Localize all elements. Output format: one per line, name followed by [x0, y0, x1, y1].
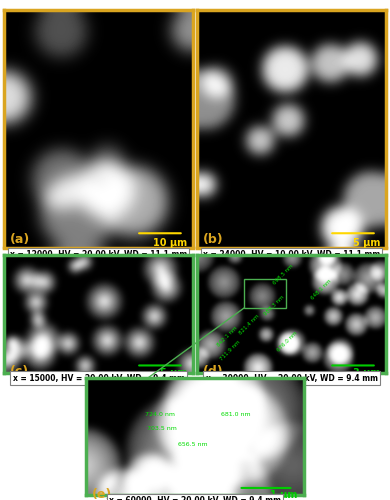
Text: 3 μm: 3 μm: [353, 368, 380, 378]
Text: 711.9 nm: 711.9 nm: [220, 340, 242, 362]
Text: 703.5 nm: 703.5 nm: [147, 426, 177, 432]
Text: 821.4 nm: 821.4 nm: [239, 314, 261, 336]
Text: x = 24000, HV = 10.00 kV, WD = 11.1 mm: x = 24000, HV = 10.00 kV, WD = 11.1 mm: [203, 250, 380, 259]
Text: x = 60000, HV = 20.00 kV, WD = 9.4 mm: x = 60000, HV = 20.00 kV, WD = 9.4 mm: [109, 496, 281, 500]
Text: 681.0 nm: 681.0 nm: [221, 412, 251, 418]
Text: (d): (d): [203, 366, 223, 378]
Text: 724.0 nm: 724.0 nm: [145, 412, 175, 418]
Text: (a): (a): [10, 233, 30, 246]
Text: (b): (b): [203, 233, 223, 246]
Text: (e): (e): [92, 488, 113, 500]
Text: 10 μm: 10 μm: [153, 238, 187, 248]
Text: x = 12000, HV = 20.00 kV, WD = 11.1 mm: x = 12000, HV = 20.00 kV, WD = 11.1 mm: [10, 250, 187, 259]
Text: 698.5 nm: 698.5 nm: [273, 263, 295, 285]
Bar: [244, 278, 286, 308]
Text: x = 30000, HV = 20.00 kV, WD = 9.4 mm: x = 30000, HV = 20.00 kV, WD = 9.4 mm: [206, 374, 378, 382]
Text: 656.5 nm: 656.5 nm: [177, 442, 207, 446]
Text: x = 15000, HV = 20.00 kV, WD = 9.4 mm: x = 15000, HV = 20.00 kV, WD = 9.4 mm: [12, 374, 184, 382]
Text: 5 μm: 5 μm: [353, 238, 380, 248]
Text: 1 μm: 1 μm: [270, 490, 298, 500]
Text: 987.3 nm: 987.3 nm: [263, 295, 285, 317]
Text: 676.0 nm: 676.0 nm: [277, 330, 299, 352]
Text: (c): (c): [10, 366, 29, 378]
Text: 842.1 nm: 842.1 nm: [216, 326, 238, 347]
Text: 648.1 nm: 648.1 nm: [310, 278, 333, 300]
Text: 5 μm: 5 μm: [160, 368, 187, 378]
